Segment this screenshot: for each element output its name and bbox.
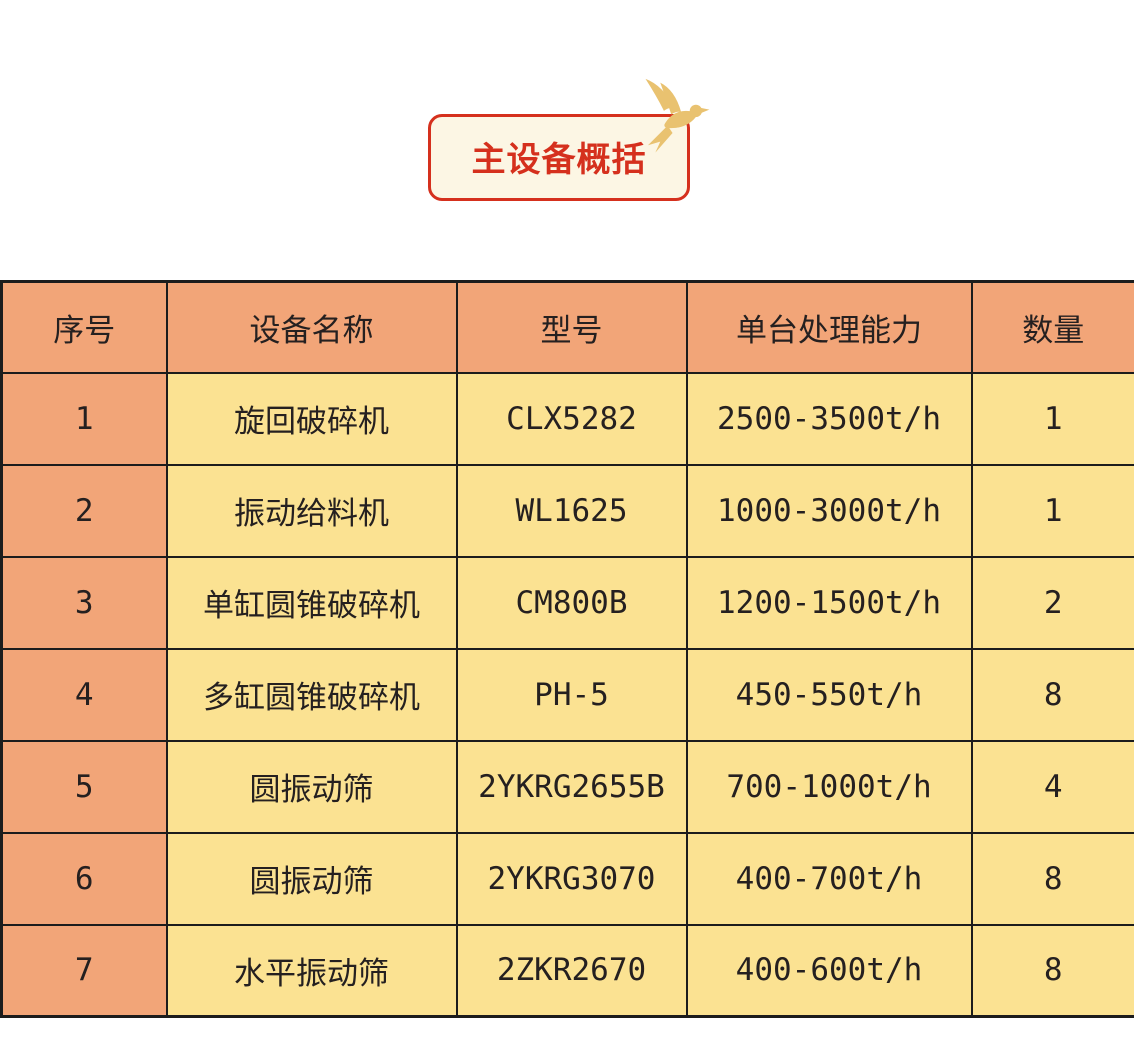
model-cell: 2ZKR2670 [455, 923, 688, 1018]
section-title-text: 主设备概括 [471, 140, 647, 179]
equipment-name-cell: 旋回破碎机 [165, 371, 458, 466]
model-cell: PH-5 [455, 647, 688, 742]
column-header-quantity: 数量 [970, 280, 1134, 374]
table-row: 3 单缸圆锥破碎机 CM800B 1200-1500t/h 2 [0, 555, 1134, 650]
model-cell: 2YKRG2655B [455, 739, 688, 834]
row-index-cell: 2 [0, 463, 168, 558]
capacity-cell: 1200-1500t/h [685, 555, 973, 650]
table-row: 6 圆振动筛 2YKRG3070 400-700t/h 8 [0, 831, 1134, 926]
capacity-cell: 1000-3000t/h [685, 463, 973, 558]
row-index-cell: 5 [0, 739, 168, 834]
table-row: 1 旋回破碎机 CLX5282 2500-3500t/h 1 [0, 371, 1134, 466]
quantity-cell: 8 [970, 831, 1134, 926]
equipment-name-cell: 单缸圆锥破碎机 [165, 555, 458, 650]
capacity-cell: 400-700t/h [685, 831, 973, 926]
equipment-name-cell: 振动给料机 [165, 463, 458, 558]
quantity-cell: 8 [970, 923, 1134, 1018]
table-row: 5 圆振动筛 2YKRG2655B 700-1000t/h 4 [0, 739, 1134, 834]
quantity-cell: 2 [970, 555, 1134, 650]
equipment-name-cell: 水平振动筛 [165, 923, 458, 1018]
quantity-cell: 8 [970, 647, 1134, 742]
table-row: 2 振动给料机 WL1625 1000-3000t/h 1 [0, 463, 1134, 558]
capacity-cell: 700-1000t/h [685, 739, 973, 834]
table-row: 7 水平振动筛 2ZKR2670 400-600t/h 8 [0, 923, 1134, 1018]
row-index-cell: 3 [0, 555, 168, 650]
capacity-cell: 450-550t/h [685, 647, 973, 742]
capacity-cell: 2500-3500t/h [685, 371, 973, 466]
section-title-box: 主设备概括 [428, 114, 690, 201]
quantity-cell: 1 [970, 463, 1134, 558]
row-index-cell: 1 [0, 371, 168, 466]
equipment-name-cell: 多缸圆锥破碎机 [165, 647, 458, 742]
column-header-model: 型号 [455, 280, 688, 374]
model-cell: WL1625 [455, 463, 688, 558]
row-index-cell: 6 [0, 831, 168, 926]
equipment-name-cell: 圆振动筛 [165, 831, 458, 926]
row-index-cell: 7 [0, 923, 168, 1018]
column-header-index: 序号 [0, 280, 168, 374]
section-title: 主设备概括 [428, 78, 710, 201]
quantity-cell: 4 [970, 739, 1134, 834]
table-row: 4 多缸圆锥破碎机 PH-5 450-550t/h 8 [0, 647, 1134, 742]
header-row: 序号 设备名称 型号 单台处理能力 数量 [0, 280, 1134, 374]
column-header-capacity: 单台处理能力 [685, 280, 973, 374]
model-cell: CM800B [455, 555, 688, 650]
row-index-cell: 4 [0, 647, 168, 742]
capacity-cell: 400-600t/h [685, 923, 973, 1018]
model-cell: 2YKRG3070 [455, 831, 688, 926]
column-header-equipment-name: 设备名称 [165, 280, 458, 374]
quantity-cell: 1 [970, 371, 1134, 466]
equipment-name-cell: 圆振动筛 [165, 739, 458, 834]
equipment-table: 序号 设备名称 型号 单台处理能力 数量 1 旋回破碎机 CLX5282 250… [0, 280, 1134, 1018]
model-cell: CLX5282 [455, 371, 688, 466]
